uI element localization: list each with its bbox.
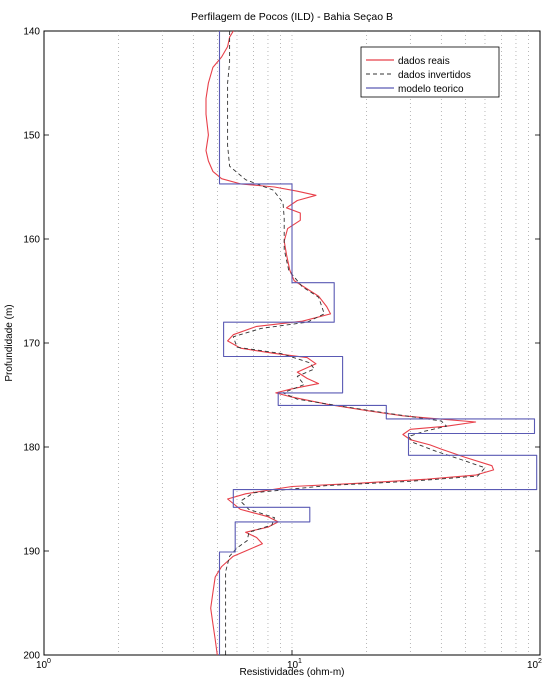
series-model-line [218, 31, 538, 655]
series-group [205, 30, 538, 656]
y-tick-label: 170 [23, 339, 40, 350]
legend-label-real: dados reais [398, 56, 450, 67]
legend-box [360, 46, 500, 98]
legend: dados reais dados invertidos modelo teor… [360, 46, 500, 98]
grid [118, 31, 530, 655]
y-axis: 140 150 160 170 180 190 200 [23, 27, 540, 662]
y-tick-label: 190 [23, 547, 40, 558]
x-axis: 10 0 10 1 10 2 [36, 650, 542, 671]
y-tick-label: 150 [23, 131, 40, 142]
x-tick-label: 10 [287, 660, 299, 671]
chart-title: Perfilagem de Pocos (ILD) - Bahia Seçao … [191, 11, 393, 23]
x-tick-label: 10 [36, 660, 48, 671]
legend-label-inverted: dados invertidos [398, 70, 471, 81]
x-tick-label: 10 [527, 660, 539, 671]
y-tick-label: 140 [23, 27, 40, 38]
x-tick-exponent: 2 [538, 658, 542, 665]
y-axis-label: Profundidade (m) [4, 304, 15, 381]
x-tick-exponent: 0 [47, 658, 51, 665]
x-axis-label: Resistividades (ohm-m) [239, 667, 344, 678]
y-tick-label: 200 [23, 651, 40, 662]
y-tick-label: 180 [23, 443, 40, 454]
legend-label-model: modelo teorico [398, 84, 464, 95]
y-tick-label: 160 [23, 235, 40, 246]
x-tick-exponent: 1 [298, 658, 302, 665]
